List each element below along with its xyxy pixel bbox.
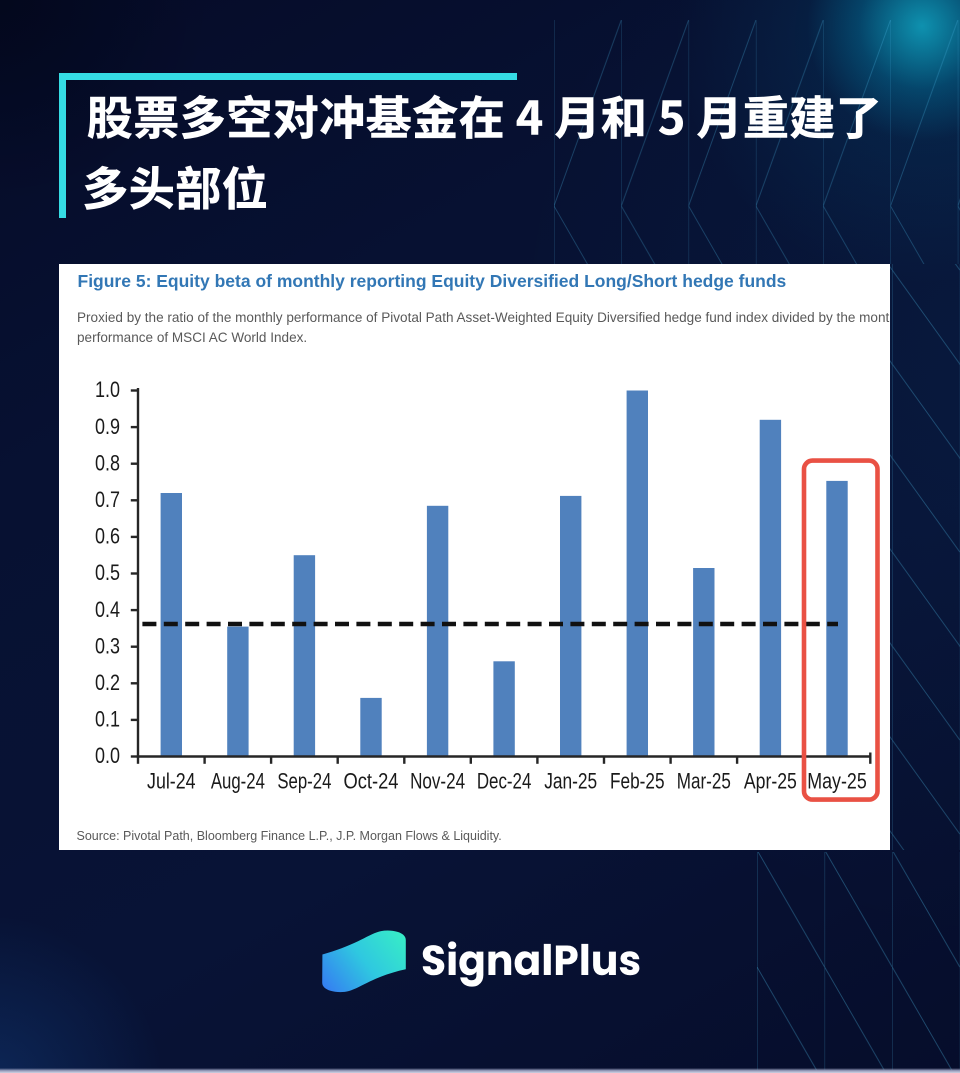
svg-text:Mar-25: Mar-25	[677, 768, 731, 793]
svg-text:Feb-25: Feb-25	[610, 768, 665, 793]
svg-text:Nov-24: Nov-24	[410, 768, 465, 793]
svg-text:0.6: 0.6	[95, 524, 120, 549]
svg-text:0.3: 0.3	[95, 633, 120, 658]
svg-text:Jan-25: Jan-25	[544, 768, 597, 793]
svg-text:Oct-24: Oct-24	[344, 768, 399, 793]
svg-text:0.7: 0.7	[95, 487, 120, 512]
svg-text:0.4: 0.4	[95, 597, 120, 622]
svg-text:0.8: 0.8	[95, 450, 120, 475]
svg-text:0.1: 0.1	[95, 707, 120, 732]
svg-text:0.5: 0.5	[95, 560, 120, 585]
svg-text:0.0: 0.0	[95, 743, 120, 768]
svg-text:1.0: 1.0	[95, 377, 120, 402]
svg-text:Dec-24: Dec-24	[477, 768, 531, 793]
svg-text:Jul-24: Jul-24	[147, 768, 196, 793]
svg-text:0.9: 0.9	[95, 414, 120, 439]
svg-text:Sep-24: Sep-24	[277, 768, 331, 793]
svg-text:0.2: 0.2	[95, 670, 120, 695]
svg-text:Aug-24: Aug-24	[211, 768, 265, 793]
svg-text:May-25: May-25	[807, 768, 867, 793]
svg-text:Apr-25: Apr-25	[744, 768, 797, 793]
